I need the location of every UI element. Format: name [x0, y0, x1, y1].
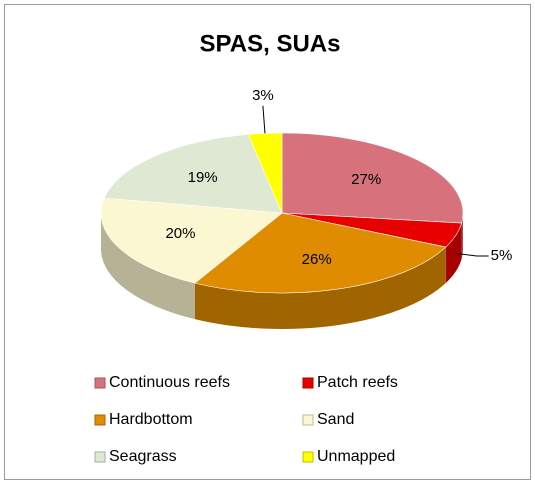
- data-label: 5%: [491, 247, 513, 264]
- slice-side: [194, 247, 446, 329]
- legend-swatch: [302, 451, 314, 463]
- slice-side: [461, 213, 463, 260]
- leader-line: [455, 252, 489, 257]
- leader-line: [262, 105, 266, 134]
- legend-swatch: [94, 451, 106, 463]
- data-label: 27%: [351, 171, 381, 188]
- legend-swatch: [302, 414, 314, 426]
- legend-label: Patch reefs: [317, 374, 398, 391]
- legend-label: Sand: [317, 411, 354, 428]
- legend-swatch: [94, 414, 106, 426]
- data-label: 26%: [302, 251, 332, 268]
- slice-side: [101, 213, 195, 320]
- legend-label: Seagrass: [109, 448, 177, 465]
- slice: [103, 134, 283, 214]
- data-label: 19%: [188, 169, 218, 186]
- legend-swatch: [94, 377, 106, 389]
- slice-side: [445, 223, 462, 284]
- legend-label: Hardbottom: [109, 411, 193, 428]
- data-label: 20%: [165, 225, 195, 242]
- legend-swatch: [302, 377, 314, 389]
- slice: [281, 132, 464, 224]
- legend-label: Continuous reefs: [109, 374, 230, 391]
- data-label: 3%: [252, 87, 274, 104]
- slice: [100, 197, 283, 284]
- chart-title: SPAS, SUAs: [200, 30, 341, 57]
- legend-label: Unmapped: [317, 448, 395, 465]
